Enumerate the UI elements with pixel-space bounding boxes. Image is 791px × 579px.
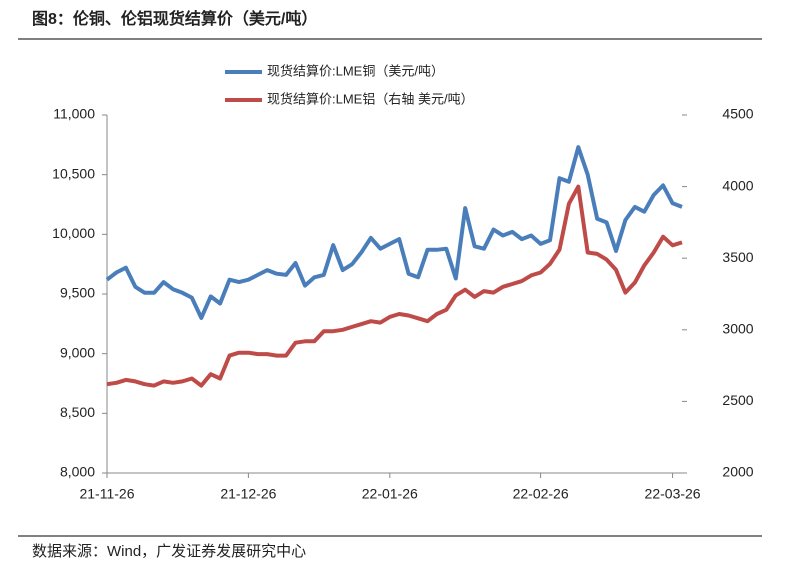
y-tick-label: 9,000 xyxy=(60,344,95,360)
y-tick-label: 8,500 xyxy=(60,404,95,420)
y2-tick-label: 2000 xyxy=(722,464,753,480)
y2-tick-label: 3000 xyxy=(722,321,753,337)
legend-label: 现货结算价:LME铜（美元/吨） xyxy=(267,63,444,78)
series-line xyxy=(105,145,683,320)
x-tick-label: 22-03-26 xyxy=(645,486,701,502)
y-tick-label: 10,000 xyxy=(52,225,95,241)
y2-tick-label: 4000 xyxy=(722,177,753,193)
y2-tick-label: 2500 xyxy=(722,392,753,408)
series-line xyxy=(106,184,683,388)
x-tick-label: 22-01-26 xyxy=(362,486,418,502)
y2-tick-label: 3500 xyxy=(722,249,753,265)
legend-label: 现货结算价:LME铝（右轴 美元/吨） xyxy=(267,91,474,106)
y-tick-label: 8,000 xyxy=(60,464,95,480)
x-tick-label: 21-11-26 xyxy=(79,486,134,502)
chart-title: 图8：伦铜、伦铝现货结算价（美元/吨） xyxy=(32,9,317,28)
y-tick-label: 11,000 xyxy=(53,106,95,122)
x-tick-label: 21-12-26 xyxy=(220,486,276,502)
y-tick-label: 9,500 xyxy=(60,285,95,301)
y-tick-label: 10,500 xyxy=(52,165,95,181)
y2-tick-label: 4500 xyxy=(722,106,753,122)
source: 数据来源：Wind，广发证券发展研究中心 xyxy=(32,543,306,560)
x-tick-label: 22-02-26 xyxy=(513,486,569,502)
